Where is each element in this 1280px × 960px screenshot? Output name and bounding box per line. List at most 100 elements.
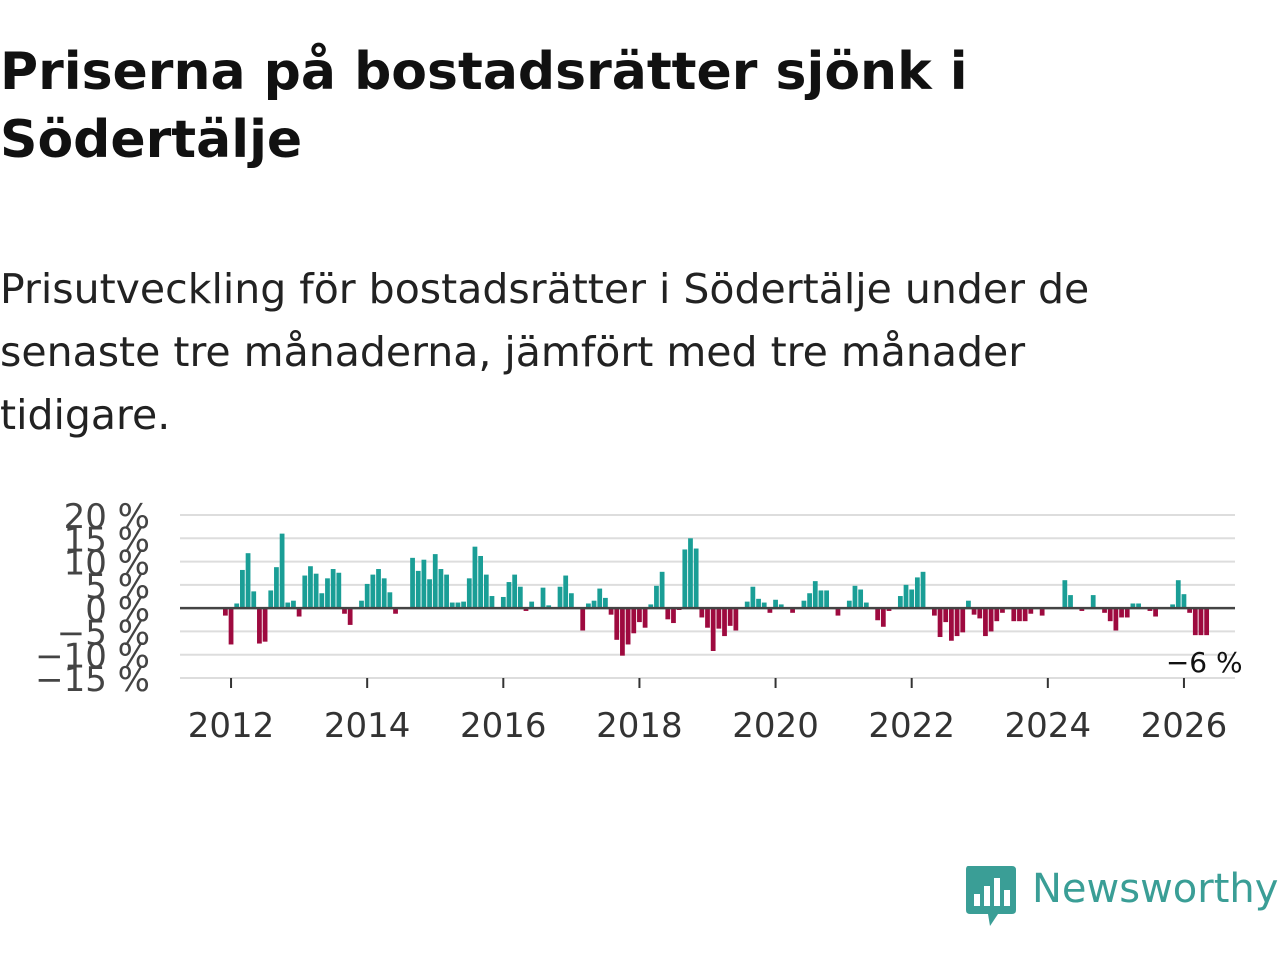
bar: [568, 593, 574, 609]
x-tick-label: 2026: [1141, 706, 1228, 746]
bar: [478, 555, 484, 609]
price-change-chart: 20 %15 %10 %5 %0 %−5 %−10 %−15 % 2012 2014…: [35, 497, 1243, 746]
bar: [251, 591, 257, 609]
bar: [642, 608, 648, 628]
bar: [376, 569, 381, 609]
bar: [977, 608, 983, 619]
y-tick-label: 5 %: [85, 567, 150, 607]
bar: [852, 585, 858, 609]
y-tick-label: −5 %: [57, 613, 150, 653]
bar: [308, 566, 313, 609]
bar: [1192, 608, 1198, 636]
bar: [648, 604, 654, 609]
bar: [517, 586, 523, 609]
bar: [1017, 608, 1022, 622]
bar: [421, 559, 427, 609]
bar: [302, 575, 308, 609]
bar: [563, 575, 569, 609]
bar: [291, 600, 296, 609]
bar: [359, 600, 364, 609]
bar: [381, 578, 387, 609]
bar: [342, 608, 347, 614]
bar: [415, 570, 421, 609]
x-tick-label: 2018: [596, 706, 683, 746]
bar: [1062, 580, 1068, 609]
bar: [274, 567, 279, 609]
bar: [245, 553, 251, 609]
bar: [897, 596, 903, 609]
bar: [863, 602, 869, 609]
bar: [659, 571, 665, 609]
bar: [586, 603, 591, 609]
chart-title: Priserna på bostadsrätter sjönk i Södert…: [0, 42, 968, 170]
bar: [665, 608, 671, 620]
y-tick-label: −10 %: [35, 637, 150, 677]
bar: [1090, 595, 1096, 609]
bar: [966, 600, 971, 609]
bar: [313, 573, 319, 609]
x-tick-label: 2012: [188, 706, 275, 746]
bar: [1107, 608, 1113, 622]
bar: [1113, 608, 1119, 631]
bar: [614, 608, 620, 640]
bar: [1187, 608, 1193, 613]
bar: [727, 608, 733, 626]
bar: [506, 582, 512, 609]
bar: [466, 578, 472, 609]
bar: [1028, 608, 1034, 614]
bar: [336, 572, 342, 609]
bar: [1068, 595, 1073, 609]
bar: [228, 608, 234, 645]
bar: [693, 548, 699, 609]
bar: [393, 608, 398, 614]
bar: [654, 585, 659, 609]
bar: [778, 604, 784, 609]
bar: [597, 588, 603, 609]
bar: [1198, 608, 1204, 636]
bar: [325, 578, 330, 609]
bar: [705, 608, 710, 628]
bar: [943, 608, 949, 623]
bar: [1130, 603, 1136, 609]
bar: [438, 569, 444, 609]
x-tick-label: 2016: [460, 706, 547, 746]
bar: [1000, 608, 1005, 613]
bar: [603, 597, 608, 609]
bar: [909, 589, 915, 609]
x-tick-label: 2020: [732, 706, 819, 746]
bar: [767, 608, 773, 613]
bar: [812, 581, 818, 609]
bar: [688, 538, 693, 609]
bar: [580, 608, 586, 631]
bar: [523, 608, 529, 611]
bar: [631, 608, 637, 634]
bar: [875, 608, 881, 621]
newsworthy-logo-icon: [966, 866, 1016, 926]
bar: [500, 596, 506, 609]
bar: [744, 601, 750, 609]
bar: [858, 589, 864, 609]
last-value-annotation: −6 %: [1166, 646, 1243, 679]
chart-subtitle: Prisutveckling för bostadsrätter i Söder…: [0, 265, 1090, 439]
bar: [920, 571, 926, 609]
bar: [296, 608, 302, 617]
bar: [637, 608, 642, 623]
bar: [818, 590, 824, 609]
bar: [988, 608, 994, 632]
bar: [268, 590, 274, 609]
bar: [557, 586, 563, 609]
bar: [330, 569, 336, 609]
bar: [1181, 594, 1187, 609]
bar: [625, 608, 631, 645]
bar: [546, 605, 552, 609]
bar: [1153, 608, 1158, 617]
y-tick-label: 15 %: [64, 520, 150, 560]
y-tick-label: −15 %: [35, 660, 150, 700]
x-tick-label: 2014: [324, 706, 411, 746]
bar: [671, 608, 676, 624]
bar: [1022, 608, 1028, 622]
bar: [222, 608, 228, 616]
bar: [880, 608, 886, 627]
bar: [750, 586, 756, 609]
bar: [512, 574, 518, 609]
